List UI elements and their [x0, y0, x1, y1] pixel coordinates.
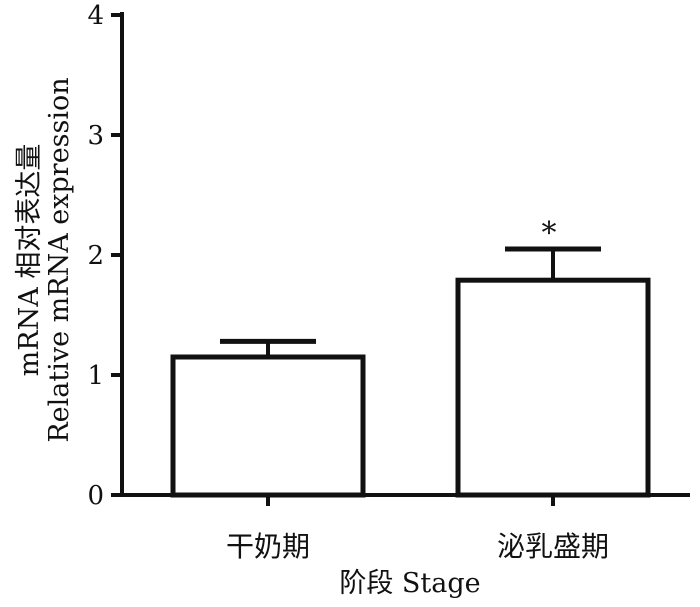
y-tick-label-2: 2	[87, 241, 104, 271]
y-axis-ticks: 0 1 2 3 4	[87, 1, 122, 511]
x-tick-label-1: 泌乳盛期	[497, 530, 609, 563]
y-axis-label-line-2: Relative mRNA expression	[44, 77, 75, 442]
bar-1	[455, 277, 651, 498]
chart-labels: 干奶期 泌乳盛期 *	[226, 216, 609, 563]
bar-0	[170, 354, 366, 498]
y-tick-label-3: 3	[87, 121, 104, 151]
y-tick-label-1: 1	[87, 361, 104, 391]
x-axis-label: 阶段 Stage	[339, 568, 480, 599]
bars	[170, 277, 651, 498]
error-bars	[220, 246, 601, 357]
y-tick-label-0: 0	[87, 481, 104, 511]
y-tick-label-4: 4	[87, 1, 104, 31]
x-tick-label-0: 干奶期	[226, 530, 310, 563]
significance-marker-1: *	[542, 216, 557, 251]
y-axis-label-line-1: mRNA 相对表达量	[14, 144, 45, 377]
